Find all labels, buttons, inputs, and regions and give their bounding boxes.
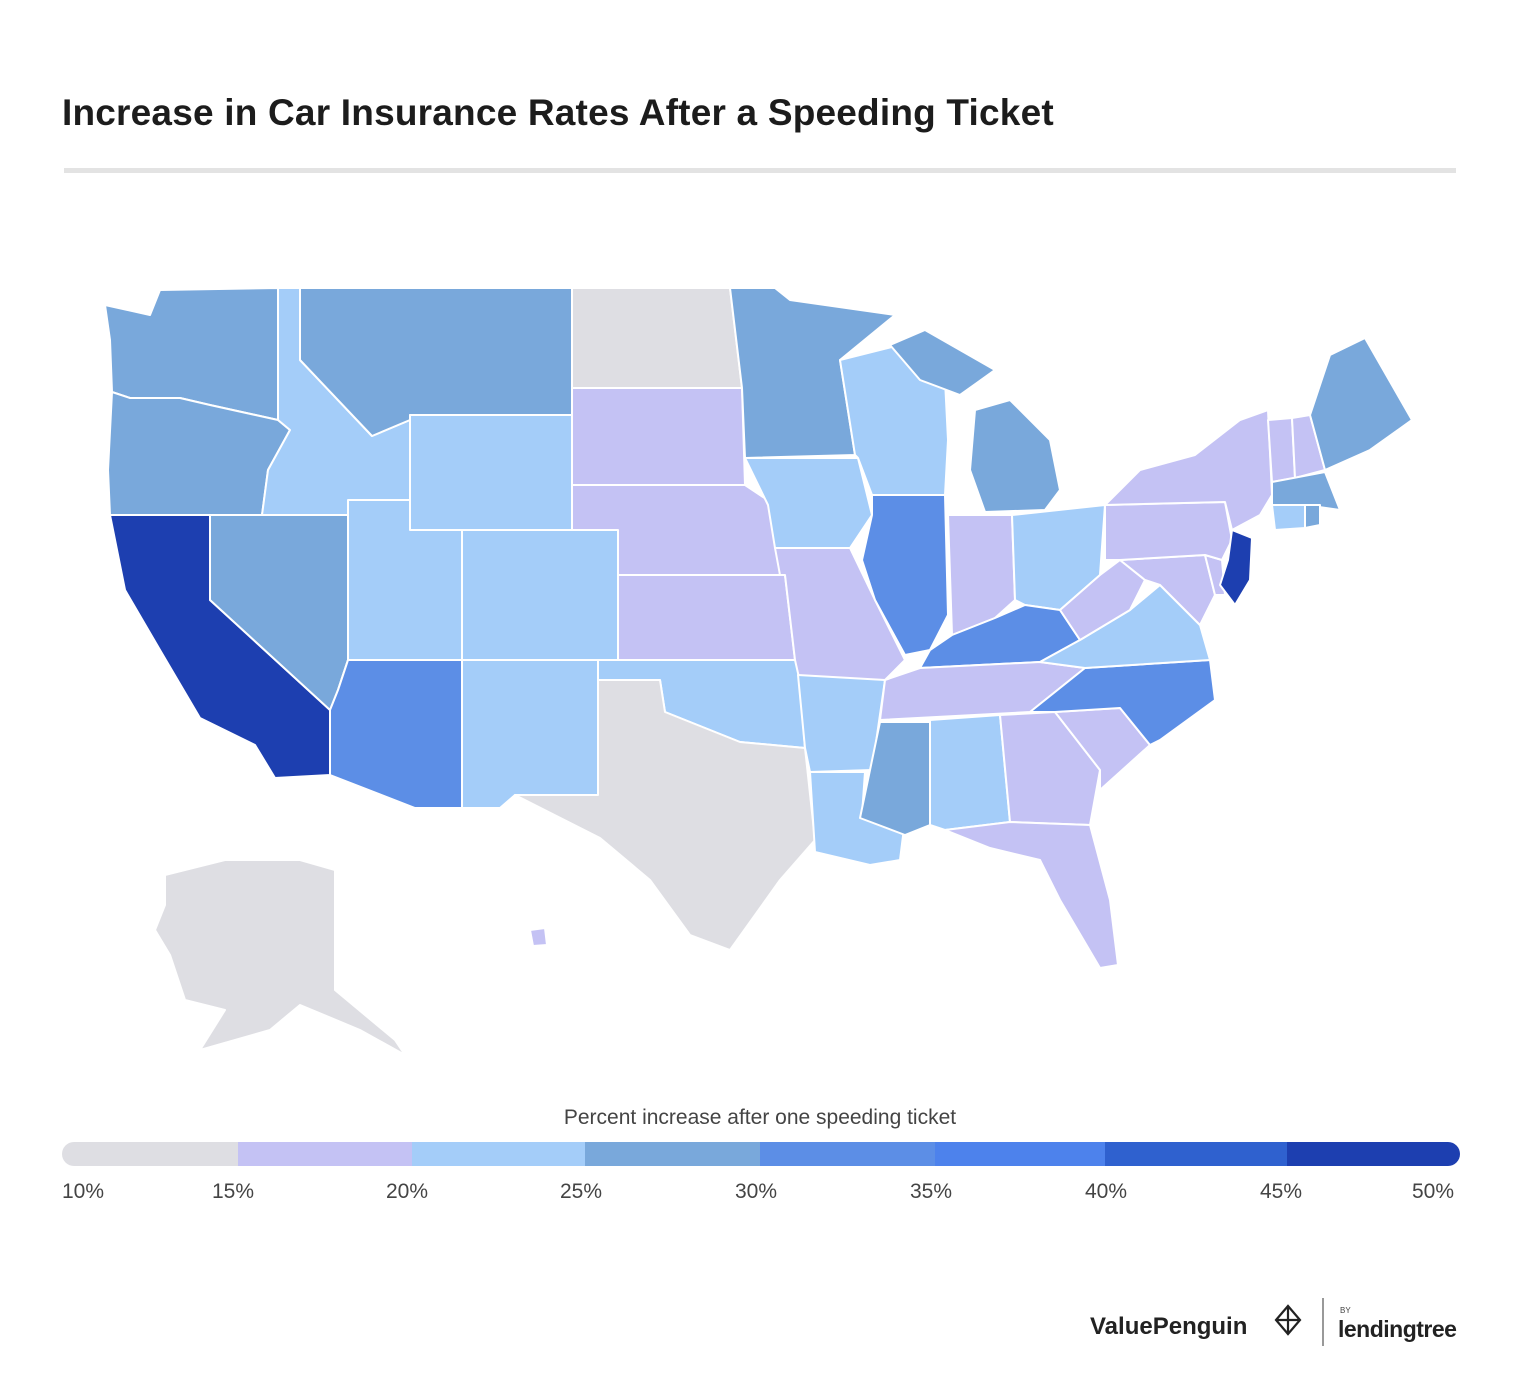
state-in[interactable] xyxy=(947,514,1016,636)
state-me[interactable] xyxy=(1309,337,1413,471)
brand-by-label: BY xyxy=(1340,1306,1351,1315)
state-hi[interactable] xyxy=(529,927,548,947)
state-vt[interactable] xyxy=(1267,417,1296,483)
brand-separator xyxy=(1322,1298,1324,1346)
legend-tick: 20% xyxy=(386,1180,429,1203)
state-nm[interactable] xyxy=(461,659,599,809)
state-fl[interactable] xyxy=(944,821,1119,969)
legend-bin-30-35 xyxy=(760,1142,935,1166)
state-az[interactable] xyxy=(329,659,463,809)
legend-color-bar xyxy=(62,1142,1460,1166)
legend-bin-25-30 xyxy=(585,1142,760,1166)
us-choropleth-map xyxy=(104,287,1413,1056)
state-co[interactable] xyxy=(461,529,619,661)
state-mi[interactable] xyxy=(969,399,1061,513)
page-title: Increase in Car Insurance Rates After a … xyxy=(62,92,1054,133)
valuepenguin-logo-icon xyxy=(1274,1304,1302,1336)
state-la[interactable] xyxy=(809,771,906,866)
state-sd[interactable] xyxy=(571,387,746,486)
state-nd[interactable] xyxy=(571,287,743,389)
legend-tick: 15% xyxy=(212,1180,255,1203)
legend-bin-45-50 xyxy=(1287,1142,1460,1166)
legend-tick: 10% xyxy=(62,1180,105,1203)
state-ma[interactable] xyxy=(1271,471,1341,511)
title-divider xyxy=(64,168,1456,173)
legend-tick: 25% xyxy=(560,1180,603,1203)
legend-bin-10-15 xyxy=(62,1142,238,1166)
state-tx[interactable] xyxy=(514,679,816,951)
valuepenguin-logo-text: ValuePenguin xyxy=(1090,1313,1248,1340)
legend-bin-15-20 xyxy=(238,1142,412,1166)
legend-bin-40-45 xyxy=(1105,1142,1287,1166)
lendingtree-logo-text: lendingtree xyxy=(1338,1316,1457,1342)
legend-bin-35-40 xyxy=(935,1142,1105,1166)
legend-tick: 35% xyxy=(910,1180,953,1203)
legend-tick: 40% xyxy=(1085,1180,1128,1203)
state-nj[interactable] xyxy=(1219,529,1253,606)
state-ct[interactable] xyxy=(1271,504,1306,531)
state-pa[interactable] xyxy=(1104,501,1233,561)
legend-tick: 30% xyxy=(735,1180,778,1203)
state-al[interactable] xyxy=(929,714,1011,831)
state-wy[interactable] xyxy=(409,414,573,531)
state-mi-upper[interactable] xyxy=(889,329,996,396)
state-il[interactable] xyxy=(861,494,949,656)
legend-tick: 50% xyxy=(1412,1180,1455,1203)
state-ri[interactable] xyxy=(1304,504,1321,529)
legend-tick: 45% xyxy=(1260,1180,1303,1203)
state-ks[interactable] xyxy=(617,574,796,661)
state-ak[interactable] xyxy=(154,859,406,1056)
legend-title: Percent increase after one speeding tick… xyxy=(563,1106,957,1129)
legend-bin-20-25 xyxy=(412,1142,585,1166)
